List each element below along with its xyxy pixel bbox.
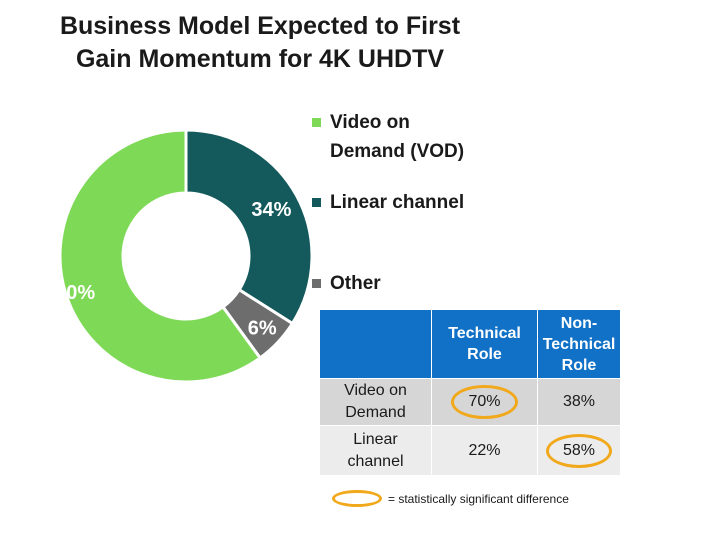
donut-slices xyxy=(58,128,314,384)
donut-slice-vod xyxy=(58,128,263,384)
legend-swatch-vod xyxy=(312,118,321,127)
significance-oval: 58% xyxy=(545,433,613,468)
legend-label-vod-line-2: Demand (VOD) xyxy=(330,141,465,162)
table-header-non-technical-line-2: Technical xyxy=(542,335,616,353)
table-cell-non-technical: 38% xyxy=(537,378,621,426)
table-header-non-technical-line-3: Role xyxy=(561,356,597,374)
slice-label-vod: 60% xyxy=(55,282,95,304)
table-row-label: Video on Demand xyxy=(319,378,432,426)
legend-swatch-linear xyxy=(312,198,321,207)
table-header-non-technical-line-1: Non- xyxy=(560,314,598,332)
chart-title-line-2: Gain Momentum for 4K UHDTV xyxy=(75,45,445,73)
table-cell-value: 70% xyxy=(468,393,501,410)
table-header-empty xyxy=(319,309,432,379)
significance-oval: 70% xyxy=(451,385,518,419)
legend-item-other: Other xyxy=(312,269,381,298)
legend-label-other: Other xyxy=(330,273,381,294)
legend-swatch-other xyxy=(312,279,321,288)
table-row-label-line-2: channel xyxy=(347,452,404,470)
significance-note: = statistically significant difference xyxy=(332,490,569,507)
chart-title-line-1: Business Model Expected to First xyxy=(59,12,461,40)
table-header-technical: Technical Role xyxy=(431,309,538,379)
table-header-technical-line-1: Technical xyxy=(448,325,521,342)
slice-label-linear: 34% xyxy=(251,199,291,221)
legend-item-vod: Video on Demand (VOD) xyxy=(312,108,464,166)
donut-slice-linear xyxy=(184,128,314,326)
legend-label-linear: Linear channel xyxy=(330,192,465,213)
donut-slice-labels: 34% 6% 60% xyxy=(55,199,291,340)
table-header-row: Technical Role Non- Technical Role xyxy=(319,309,621,379)
table-row-label: Linear channel xyxy=(319,425,432,476)
table-row-label-line-2: Demand xyxy=(345,404,406,421)
table-cell-non-technical: 58% xyxy=(537,425,621,476)
legend-label-vod: Video on Demand (VOD) xyxy=(330,108,464,166)
table-row-label-line-1: Video on xyxy=(344,382,407,399)
table-cell-technical: 22% xyxy=(431,425,538,476)
significance-oval-icon xyxy=(332,490,382,507)
table-row: Linear channel 22% 58% xyxy=(319,425,621,476)
table-row-label-line-1: Linear xyxy=(353,430,398,448)
table-header-non-technical: Non- Technical Role xyxy=(537,309,621,379)
table-header-technical-line-2: Role xyxy=(467,346,502,363)
slice-label-other: 6% xyxy=(248,318,277,340)
chart-title: Business Model Expected to First Gain Mo… xyxy=(40,10,480,76)
table-row: Video on Demand 70% 38% xyxy=(319,378,621,426)
table-cell-value: 58% xyxy=(562,441,596,459)
significance-note-text: = statistically significant difference xyxy=(388,491,569,506)
role-comparison-table: Technical Role Non- Technical Role Video… xyxy=(319,309,621,476)
legend-label-vod-line-1: Video on xyxy=(330,112,410,133)
legend-item-linear: Linear channel xyxy=(312,188,464,217)
table-cell-technical: 70% xyxy=(431,378,538,426)
